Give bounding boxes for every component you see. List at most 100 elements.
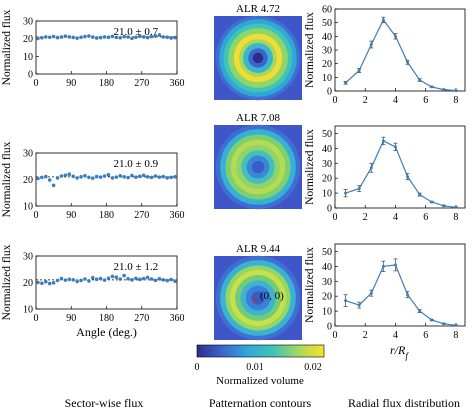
data-point	[43, 35, 48, 39]
y-tick-label: 50	[322, 247, 332, 258]
data-point	[442, 88, 446, 92]
data-point	[393, 145, 397, 149]
data-point	[153, 278, 158, 283]
colorbar-gradient	[196, 344, 325, 358]
x-tick-label: 4	[393, 330, 398, 341]
data-point	[134, 175, 138, 179]
map-origin-label: (0, 0)	[260, 290, 284, 302]
data-point	[67, 277, 72, 282]
column-title-radial: Radial flux distribution	[348, 396, 460, 410]
data-point	[126, 175, 130, 180]
column-title-patternation: Patternation contours	[209, 396, 312, 410]
data-point	[406, 60, 410, 64]
x-tick-label: 270	[134, 78, 149, 89]
colorbar-label: Normalized volume	[216, 375, 304, 387]
data-point	[47, 281, 52, 286]
data-point	[63, 34, 68, 38]
data-point	[161, 278, 166, 282]
x-tick-label: 0	[34, 210, 39, 221]
colorbar-tick-label: 0.01	[246, 362, 264, 373]
data-point	[369, 291, 373, 295]
data-point	[122, 34, 126, 39]
y-tick-label: 10	[23, 202, 33, 213]
data-point	[106, 35, 111, 40]
y-tick-label: 10	[322, 73, 332, 84]
y-tick-label: 0	[327, 87, 332, 98]
data-point	[102, 35, 107, 39]
data-point	[157, 33, 162, 37]
data-point	[90, 35, 95, 39]
x-tick-label: 8	[453, 212, 458, 223]
y-tick-label: 30	[322, 159, 332, 170]
y-axis-label: Normalized flux	[304, 247, 316, 323]
data-point	[102, 174, 107, 178]
data-point	[83, 34, 87, 39]
data-point	[98, 175, 103, 179]
data-point	[418, 309, 422, 313]
data-point	[430, 200, 434, 204]
data-point	[357, 303, 361, 307]
data-point	[357, 69, 361, 72]
sector-flux-chart-1: 0 90 180 270 360 0 10 20 30 Normalized flux 21.0 ±…	[1, 9, 185, 89]
data-point	[110, 176, 115, 180]
data-point	[130, 173, 134, 178]
y-axis-label: Normalized flux	[1, 9, 13, 85]
data-point	[418, 193, 422, 197]
sector-flux-chart-3: 0 90 180 270 360 10 20 30 Normalized flux 21.0 ± …	[1, 244, 185, 339]
data-point	[71, 278, 76, 282]
data-point	[406, 175, 410, 179]
data-point	[344, 299, 348, 303]
y-tick-label: 30	[23, 252, 33, 263]
data-point	[157, 276, 162, 281]
data-point	[79, 35, 83, 40]
data-point	[83, 173, 87, 178]
sector-flux-chart-2: 0 90 180 270 360 10 20 30 Normalized flux 21.0 ± …	[1, 141, 185, 221]
data-point	[118, 173, 123, 178]
data-point	[47, 35, 52, 40]
data-point	[137, 34, 142, 38]
y-tick-label: 0	[327, 204, 332, 215]
y-tick-label: 60	[322, 5, 332, 16]
y-tick-label: 30	[322, 46, 332, 57]
x-tick-label: 360	[170, 313, 185, 324]
data-point	[43, 174, 48, 179]
data-point	[369, 43, 373, 47]
colorbar-tick-label: 0	[195, 362, 200, 373]
data-point	[59, 35, 64, 39]
data-point	[55, 278, 60, 283]
plot-frame	[334, 125, 466, 209]
data-point	[369, 166, 373, 170]
x-axis-label: Angle (deg.)	[76, 325, 137, 339]
x-tick-label: 0	[333, 95, 338, 106]
data-point	[75, 279, 79, 284]
data-point	[169, 175, 173, 180]
y-tick-label: 20	[23, 278, 33, 289]
y-tick-label: 10	[23, 305, 33, 316]
data-point	[87, 34, 91, 38]
data-point	[87, 279, 91, 283]
data-point	[114, 275, 119, 280]
data-point	[40, 175, 44, 180]
map-title: ALR 4.72	[236, 3, 280, 15]
data-point	[381, 18, 385, 22]
data-point	[67, 35, 72, 39]
data-point	[122, 175, 126, 179]
x-tick-label: 2	[363, 212, 368, 223]
data-point	[79, 175, 83, 179]
x-tick-label: 8	[453, 330, 458, 341]
stat-annotation: 21.0 ± 0.7	[114, 26, 159, 38]
data-point	[149, 34, 154, 39]
data-point	[110, 34, 115, 39]
data-point	[357, 187, 361, 191]
y-tick-label: 30	[23, 149, 33, 160]
y-tick-label: 40	[322, 262, 332, 273]
y-tick-label: 20	[322, 174, 332, 185]
data-point	[393, 263, 397, 267]
data-point	[51, 34, 56, 39]
data-point	[106, 276, 111, 281]
data-point	[153, 34, 158, 38]
data-point	[430, 85, 434, 89]
data-point	[67, 172, 72, 176]
x-tick-label: 90	[66, 210, 76, 221]
